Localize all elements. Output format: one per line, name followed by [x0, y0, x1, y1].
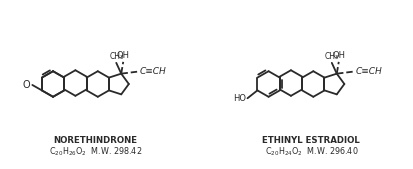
- Text: ETHINYL ESTRADIOL: ETHINYL ESTRADIOL: [262, 136, 360, 145]
- Text: C$_{20}$H$_{24}$O$_2$  M.W. 296.40: C$_{20}$H$_{24}$O$_2$ M.W. 296.40: [264, 146, 358, 159]
- Text: NORETHINDRONE: NORETHINDRONE: [54, 136, 138, 145]
- Text: OH: OH: [332, 51, 345, 60]
- Text: C≡CH: C≡CH: [356, 67, 382, 76]
- Text: C≡CH: C≡CH: [140, 67, 167, 76]
- Text: HO: HO: [233, 94, 247, 103]
- Text: C$_{20}$H$_{26}$O$_2$  M.W. 298.42: C$_{20}$H$_{26}$O$_2$ M.W. 298.42: [49, 146, 142, 159]
- Text: O: O: [23, 80, 31, 90]
- Text: OH: OH: [117, 51, 130, 60]
- Text: CH₃: CH₃: [325, 52, 339, 61]
- Text: CH₃: CH₃: [109, 52, 123, 61]
